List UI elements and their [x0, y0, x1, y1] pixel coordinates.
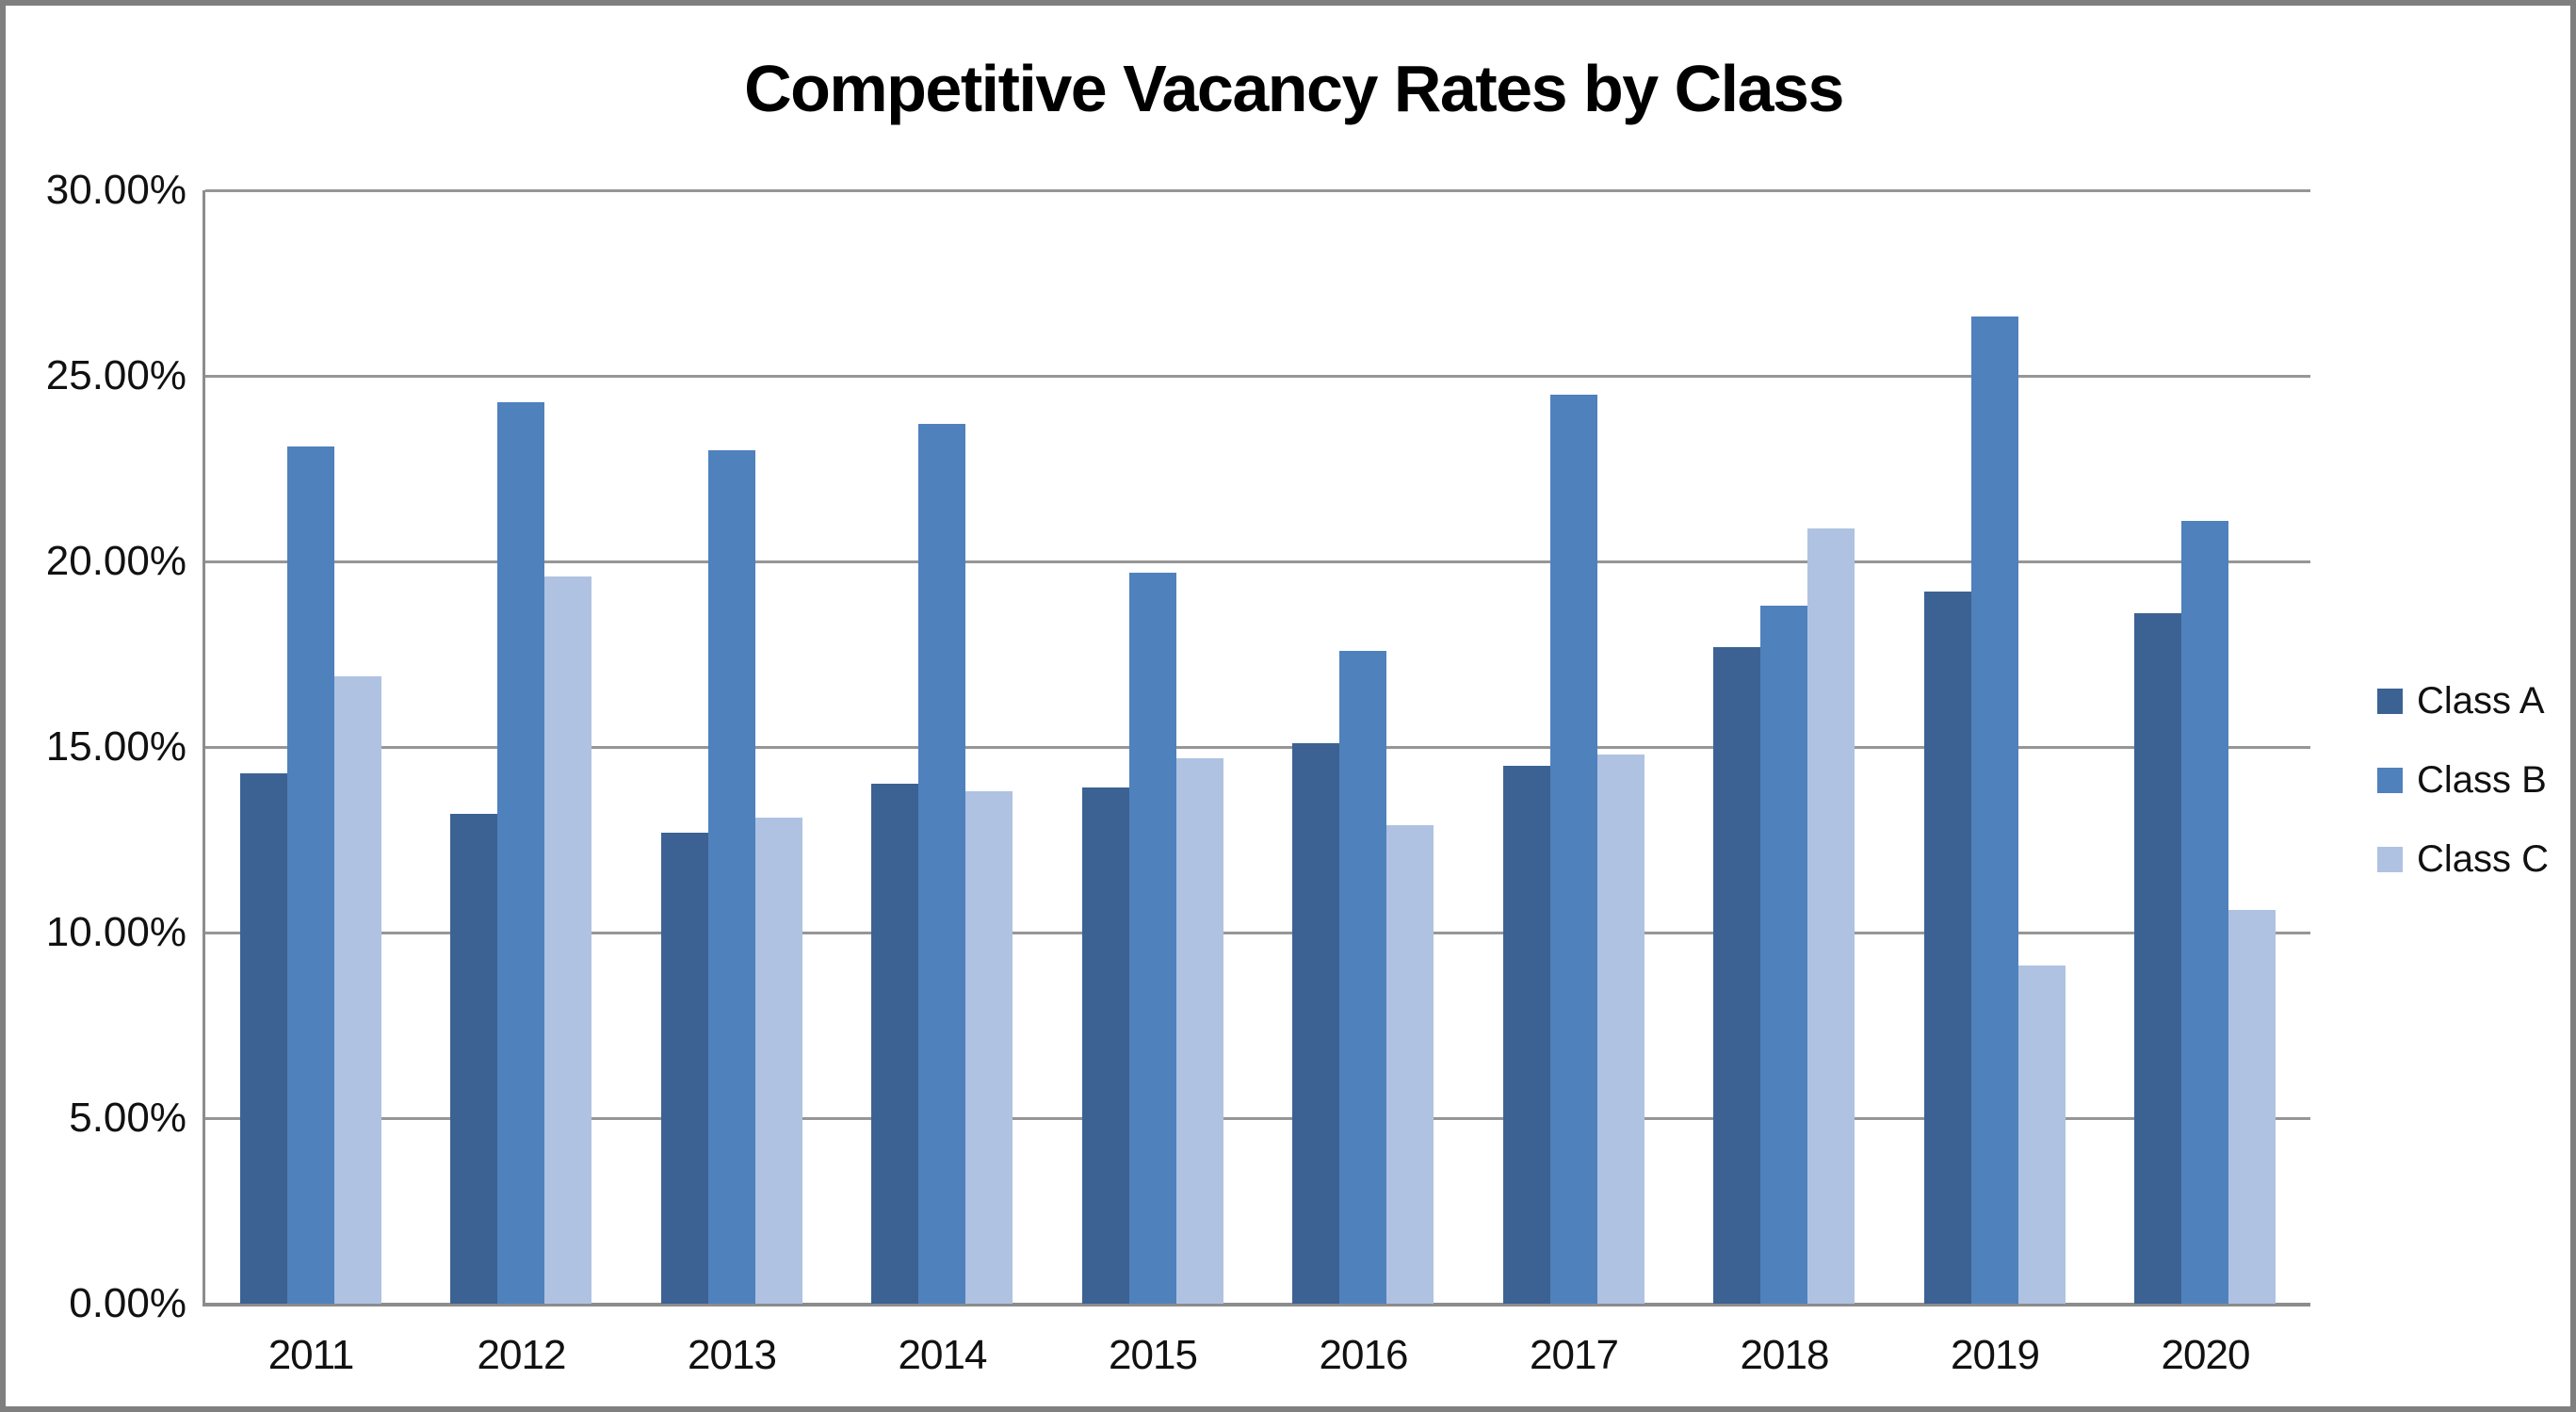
y-tick-label-10pct: 10.00% — [45, 909, 186, 955]
bar-class-a-2018 — [1713, 646, 1761, 1304]
bar-class-a-2011 — [239, 772, 287, 1304]
bar-class-b-2015 — [1128, 572, 1176, 1304]
x-tick-label-2011: 2011 — [267, 1332, 355, 1378]
y-tick-label-20pct: 20.00% — [45, 538, 186, 584]
bar-class-a-2017 — [1502, 765, 1550, 1304]
x-tick-label-2013: 2013 — [688, 1332, 777, 1378]
bar-class-b-2014 — [918, 424, 966, 1304]
bar-class-a-2014 — [871, 784, 919, 1304]
legend-label-class-c: Class C — [2417, 838, 2550, 880]
y-axis-line — [203, 190, 205, 1306]
x-tick-label-2016: 2016 — [1319, 1332, 1409, 1378]
x-tick-label-2019: 2019 — [1951, 1332, 2040, 1378]
gridline-10pct — [205, 932, 2310, 934]
bar-class-c-2013 — [754, 817, 802, 1304]
bar-class-a-2019 — [1923, 591, 1971, 1304]
x-axis-line — [203, 1303, 2310, 1307]
y-tick-label-25pct: 25.00% — [45, 352, 186, 398]
y-tick-label-15pct: 15.00% — [45, 723, 186, 770]
legend-swatch-icon-class-c — [2377, 846, 2403, 872]
gridline-15pct — [205, 746, 2310, 749]
x-tick-label-2012: 2012 — [477, 1332, 567, 1378]
bar-class-b-2017 — [1549, 394, 1597, 1304]
legend-item-class-c: Class C — [2377, 838, 2549, 880]
y-tick-label-5pct: 5.00% — [69, 1095, 186, 1141]
bar-class-c-2020 — [2228, 910, 2276, 1304]
y-tick-label-30pct: 30.00% — [45, 167, 186, 213]
gridline-25pct — [205, 375, 2310, 378]
x-tick-label-2014: 2014 — [898, 1332, 988, 1378]
bar-class-a-2016 — [1292, 743, 1340, 1304]
bar-class-b-2019 — [1970, 316, 2018, 1304]
gridline-5pct — [205, 1117, 2310, 1120]
bar-class-a-2013 — [660, 832, 708, 1304]
x-tick-label-2017: 2017 — [1530, 1332, 1619, 1378]
bar-class-c-2015 — [1175, 757, 1223, 1304]
legend-item-class-a: Class A — [2377, 680, 2545, 722]
bar-class-b-2020 — [2181, 520, 2229, 1304]
legend-label-class-a: Class A — [2417, 680, 2545, 722]
bar-class-c-2018 — [1807, 527, 1855, 1304]
bar-class-b-2012 — [497, 401, 545, 1304]
legend-swatch-icon-class-a — [2377, 688, 2403, 714]
bar-class-c-2014 — [965, 791, 1013, 1304]
bar-class-a-2015 — [1081, 787, 1129, 1304]
bar-class-b-2013 — [707, 449, 755, 1304]
bar-class-c-2012 — [544, 576, 592, 1304]
x-tick-label-2018: 2018 — [1740, 1332, 1830, 1378]
bar-class-c-2019 — [2017, 966, 2066, 1304]
x-tick-label-2015: 2015 — [1109, 1332, 1198, 1378]
legend-swatch-icon-class-b — [2377, 767, 2403, 793]
bar-class-b-2011 — [286, 446, 334, 1304]
plot-area — [203, 189, 2310, 1307]
bar-class-a-2020 — [2134, 613, 2182, 1304]
bar-class-b-2018 — [1760, 606, 1808, 1304]
bar-class-c-2016 — [1386, 824, 1434, 1304]
bar-class-c-2017 — [1596, 754, 1644, 1304]
bar-class-b-2016 — [1339, 650, 1387, 1304]
bar-class-c-2011 — [333, 676, 381, 1304]
y-tick-label-0pct: 0.00% — [69, 1280, 186, 1326]
legend-label-class-b: Class B — [2417, 759, 2547, 801]
gridline-30pct — [205, 189, 2310, 192]
bar-class-a-2012 — [450, 813, 498, 1304]
legend-item-class-b: Class B — [2377, 759, 2547, 801]
x-tick-label-2020: 2020 — [2161, 1332, 2251, 1378]
chart-title: Competitive Vacancy Rates by Class — [744, 52, 1844, 125]
gridline-20pct — [205, 560, 2310, 563]
